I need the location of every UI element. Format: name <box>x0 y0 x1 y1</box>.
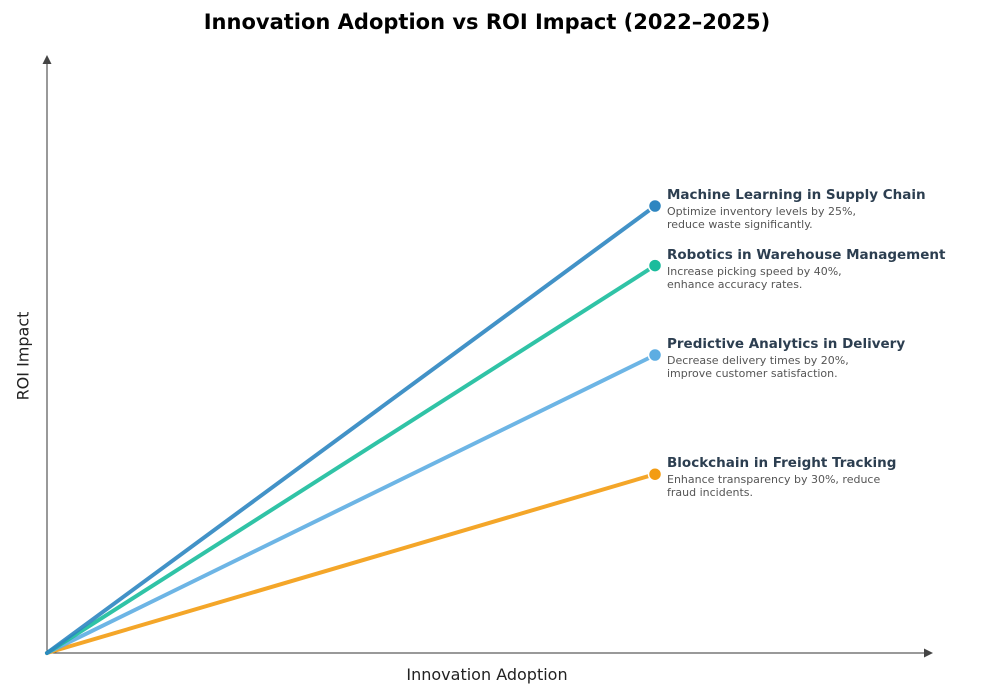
series-description: Optimize inventory levels by 25%, reduce… <box>667 205 856 231</box>
series-description: Decrease delivery times by 20%, improve … <box>667 354 849 380</box>
chart-title: Innovation Adoption vs ROI Impact (2022–… <box>203 10 771 34</box>
y-axis-arrow <box>42 55 52 64</box>
series-description: Increase picking speed by 40%, enhance a… <box>667 264 842 291</box>
series-line-2 <box>45 353 658 655</box>
series-endpoint-0 <box>647 198 663 214</box>
series-endpoint-1 <box>647 258 663 273</box>
series-endpoint-2 <box>647 347 663 363</box>
series-annotation: Machine Learning in Supply Chain Optimize… <box>667 187 926 232</box>
series-line-1 <box>45 263 658 655</box>
x-axis-arrow <box>924 648 933 658</box>
series-line-0 <box>45 204 658 655</box>
series-name: Blockchain in Freight Tracking <box>667 455 897 472</box>
series-name: Robotics in Warehouse Management <box>667 246 946 263</box>
series-name: Predictive Analytics in Delivery <box>667 336 906 352</box>
series-endpoint-3 <box>647 466 663 482</box>
x-axis-label: Innovation Adoption <box>406 665 568 684</box>
series-annotation: Robotics in Warehouse Management Increase… <box>667 246 946 291</box>
series-name: Machine Learning in Supply Chain <box>667 187 926 203</box>
series-annotation: Blockchain in Freight Tracking Enhance tr… <box>667 455 897 500</box>
series-description: Enhance transparency by 30%, reduce frau… <box>667 473 881 500</box>
y-axis-label: ROI Impact <box>13 311 33 401</box>
series-annotation: Predictive Analytics in Delivery Decrease… <box>667 336 906 381</box>
series-line-3 <box>45 472 658 655</box>
